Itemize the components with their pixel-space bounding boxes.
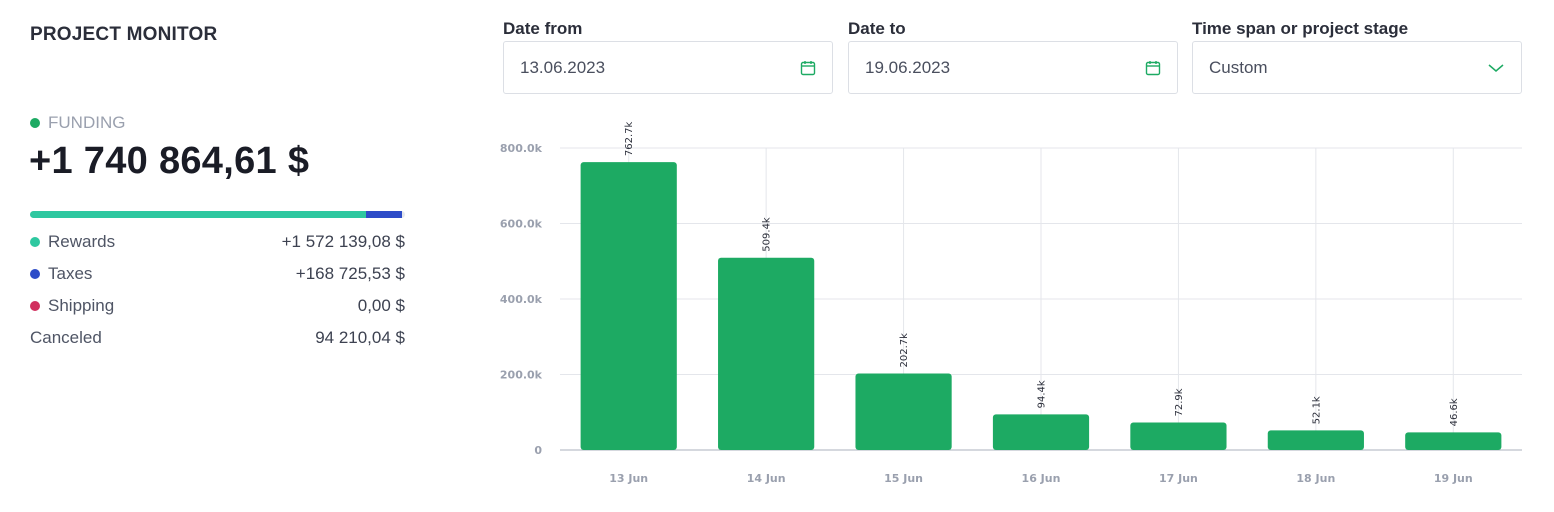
breakdown-bar-segment-rewards xyxy=(30,211,367,218)
data-label: 509.4k xyxy=(762,217,773,252)
legend-dot xyxy=(30,301,40,311)
funding-bar-chart: 0 200.0k 400.0k 600.0k 800.0k 762.7k 13 Jun 509… xyxy=(500,121,1522,485)
date-to-value: 19.06.2023 xyxy=(865,57,951,77)
breakdown-label: Taxes xyxy=(48,264,93,283)
x-tick-label: 13 Jun xyxy=(609,472,648,485)
page-title: PROJECT MONITOR xyxy=(30,24,218,45)
data-label: 72.9k xyxy=(1174,388,1185,416)
breakdown-value: 0,00 $ xyxy=(357,296,405,315)
chevron-down-icon[interactable] xyxy=(1487,62,1505,74)
bar xyxy=(1405,432,1502,450)
funding-breakdown-list: Rewards +1 572 139,08 $ Taxes +168 725,53 $… xyxy=(30,226,405,354)
date-to-field[interactable]: 19.06.2023 xyxy=(848,41,1178,94)
date-from-label: Date from xyxy=(503,19,583,38)
y-tick-label: 800.0k xyxy=(500,142,543,155)
breakdown-bar-segment-taxes xyxy=(366,211,403,218)
funding-label: FUNDING xyxy=(30,113,125,133)
y-tick-label: 600.0k xyxy=(500,218,543,231)
data-label: 46.6k xyxy=(1449,398,1460,426)
bar xyxy=(1267,430,1364,450)
funding-total: +1 740 864,61 $ xyxy=(29,140,310,182)
funding-dot xyxy=(30,118,40,128)
bar xyxy=(992,414,1090,450)
breakdown-row-rewards: Rewards +1 572 139,08 $ xyxy=(30,226,405,258)
data-label: 762.7k xyxy=(624,121,635,156)
legend-dot xyxy=(30,237,40,247)
x-tick-label: 15 Jun xyxy=(884,472,923,485)
x-tick-label: 18 Jun xyxy=(1296,472,1335,485)
breakdown-value: 94 210,04 $ xyxy=(315,328,405,347)
data-label: 94.4k xyxy=(1037,380,1048,408)
time-span-value: Custom xyxy=(1209,57,1268,77)
date-from-field[interactable]: 13.06.2023 xyxy=(503,41,833,94)
data-label: 202.7k xyxy=(899,333,910,368)
breakdown-value: +168 725,53 $ xyxy=(295,264,405,283)
data-label: 52.1k xyxy=(1311,396,1322,424)
breakdown-row-canceled: Canceled 94 210,04 $ xyxy=(30,322,405,354)
date-from-value: 13.06.2023 xyxy=(520,57,606,77)
y-tick-label: 200.0k xyxy=(500,369,543,382)
time-span-label: Time span or project stage xyxy=(1192,19,1409,38)
bar xyxy=(580,162,677,450)
calendar-icon[interactable] xyxy=(800,60,816,76)
breakdown-row-taxes: Taxes +168 725,53 $ xyxy=(30,258,405,290)
x-tick-label: 14 Jun xyxy=(747,472,786,485)
funding-breakdown-bar xyxy=(30,211,405,218)
y-tick-label: 400.0k xyxy=(500,293,543,306)
legend-dot xyxy=(30,269,40,279)
bar xyxy=(1130,422,1227,450)
funding-label-text: FUNDING xyxy=(48,113,126,132)
breakdown-label: Canceled xyxy=(30,328,102,347)
x-tick-label: 16 Jun xyxy=(1022,472,1061,485)
time-span-select[interactable]: Custom xyxy=(1192,41,1522,94)
breakdown-row-shipping: Shipping 0,00 $ xyxy=(30,290,405,322)
breakdown-label: Shipping xyxy=(48,296,115,315)
breakdown-label: Rewards xyxy=(48,232,116,251)
breakdown-value: +1 572 139,08 $ xyxy=(281,232,405,251)
bar xyxy=(855,373,952,450)
bar xyxy=(718,257,815,450)
x-tick-label: 17 Jun xyxy=(1159,472,1198,485)
date-to-label: Date to xyxy=(848,19,906,38)
calendar-icon[interactable] xyxy=(1145,60,1161,76)
x-tick-label: 19 Jun xyxy=(1434,472,1473,485)
y-tick-label: 0 xyxy=(534,444,542,457)
